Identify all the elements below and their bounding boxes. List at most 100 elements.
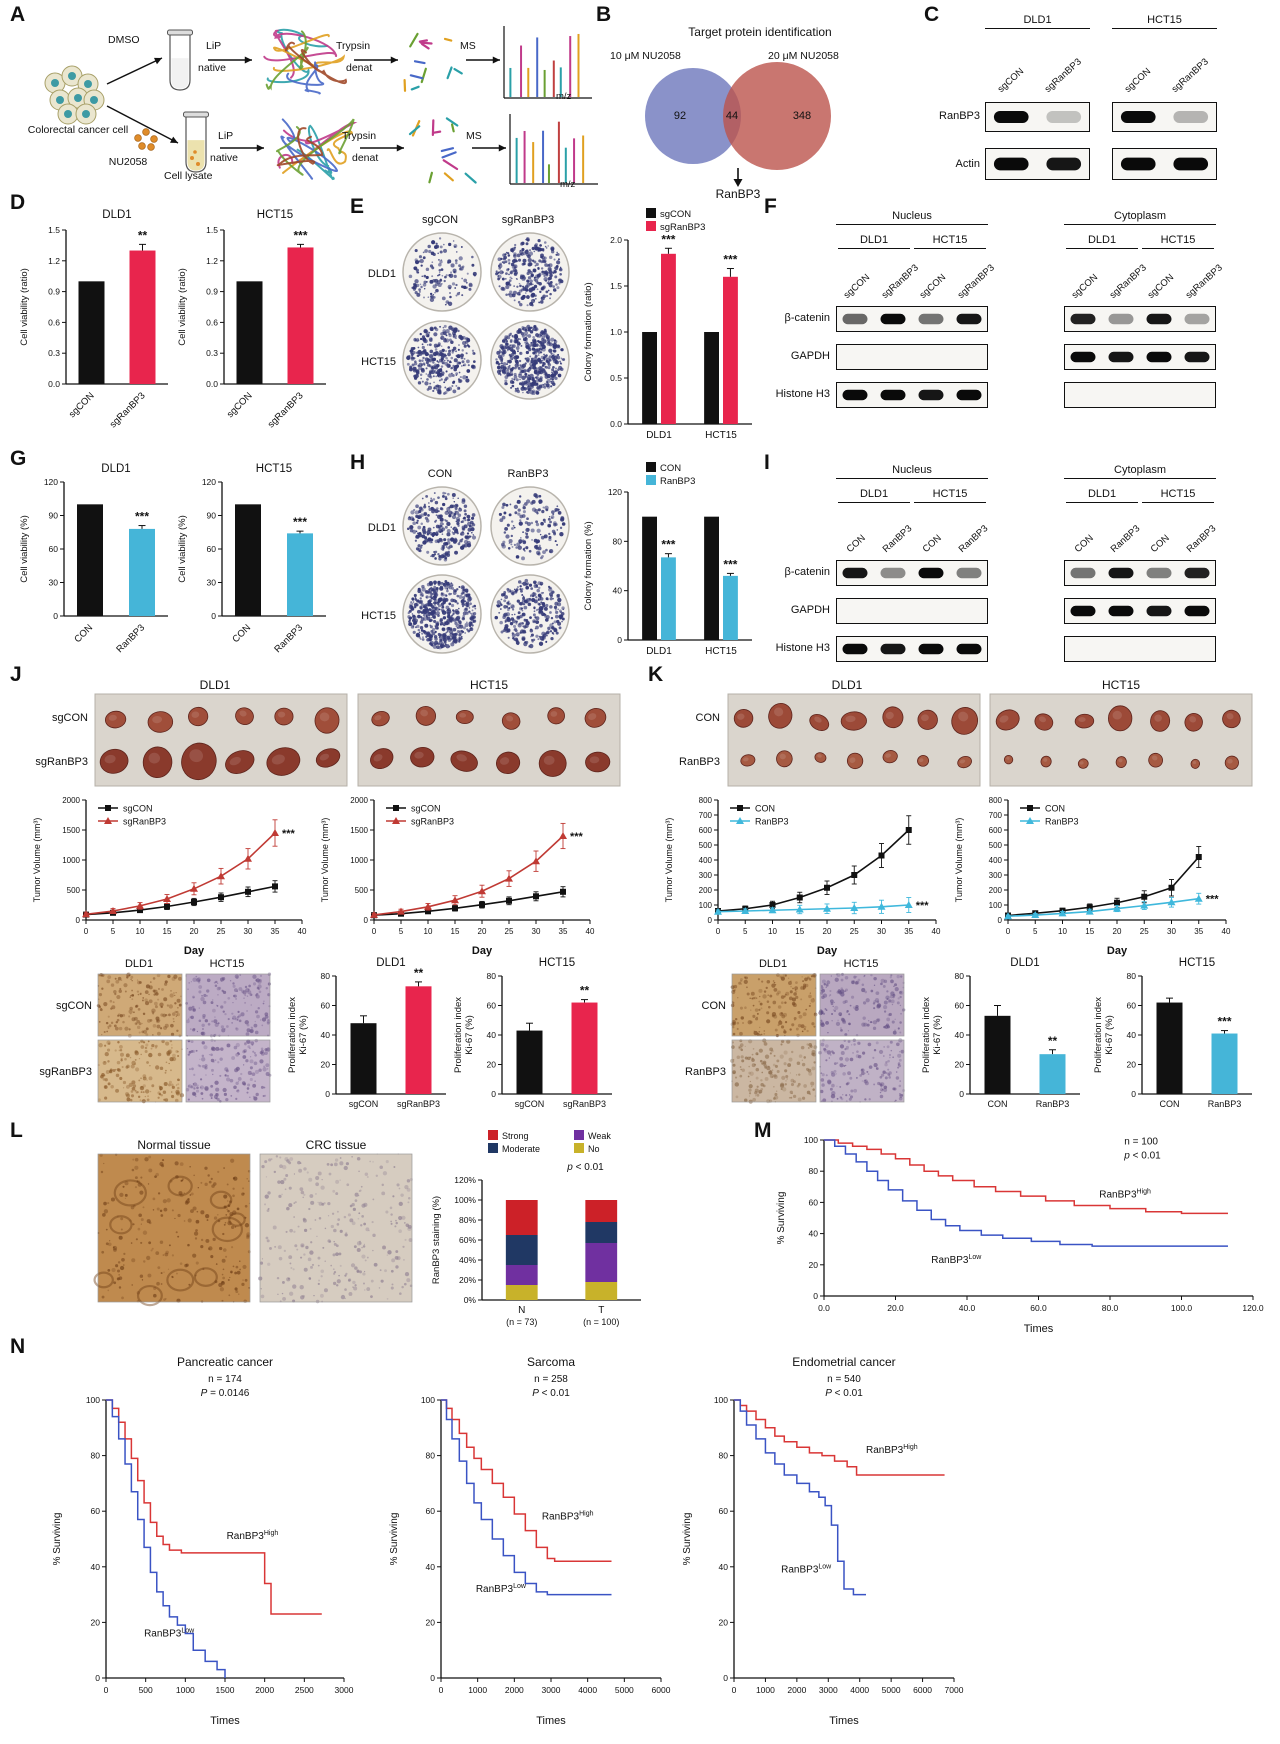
svg-text:700: 700 <box>989 811 1003 820</box>
svg-text:Cell viability (ratio): Cell viability (ratio) <box>19 268 30 346</box>
trypsin-label-bottom: Trypsin <box>342 130 377 142</box>
blot-row-actin: Actin <box>955 158 980 170</box>
svg-text:20: 20 <box>487 1060 497 1070</box>
svg-text:***: *** <box>1217 1015 1231 1029</box>
line-chart-tumor-volume-hct15: 0 500 1000 1500 2000 0 5 10 15 20 25 30 35 40 Day Tumor… <box>318 790 608 963</box>
svg-text:30: 30 <box>49 578 59 588</box>
svg-text:***: *** <box>135 510 149 524</box>
svg-text:0.9: 0.9 <box>48 287 60 297</box>
svg-text:sgCON: sgCON <box>67 390 97 420</box>
panel-l-label: L <box>10 1119 23 1142</box>
colony-row-dld1: DLD1 <box>367 522 396 534</box>
western-blot <box>836 344 988 370</box>
svg-text:RanBP3: RanBP3 <box>1208 1099 1242 1109</box>
svg-text:Proliferation index: Proliferation index <box>453 997 464 1073</box>
colony-col-sgranbp3: sgRanBP3 <box>501 214 555 226</box>
svg-text:0: 0 <box>372 927 377 936</box>
svg-text:10: 10 <box>136 927 145 936</box>
native-label-bottom: native <box>210 152 239 164</box>
svg-text:DLD1: DLD1 <box>101 463 130 475</box>
ihc-image <box>730 973 818 1038</box>
blot-f-dld1: DLD1 <box>1066 234 1138 250</box>
nu2058-label: NU2058 <box>108 156 148 168</box>
tumor-photo <box>94 693 348 787</box>
colony-plate <box>402 486 482 566</box>
svg-text:35: 35 <box>904 927 913 936</box>
svg-text:RanBP3: RanBP3 <box>114 622 147 655</box>
blot-row-gapdh: GAPDH <box>790 350 830 362</box>
svg-text:sgCON: sgCON <box>349 1099 379 1109</box>
svg-text:200: 200 <box>989 886 1003 895</box>
svg-text:40: 40 <box>487 1030 497 1040</box>
blot-i-dld1: DLD1 <box>838 488 910 504</box>
tumor-row-sgcon: sgCON <box>51 712 88 724</box>
svg-text:40: 40 <box>613 586 623 596</box>
svg-text:DLD1: DLD1 <box>1010 957 1039 969</box>
colony-plate <box>490 486 570 566</box>
svg-text:0: 0 <box>76 916 81 925</box>
svg-text:90: 90 <box>207 511 217 521</box>
km-curve-endometrial: 0 20 40 60 80 100 0 1000 2000 3000 4000 5000 6000 700… <box>678 1350 968 1735</box>
western-blot <box>836 382 988 408</box>
svg-text:2000: 2000 <box>62 796 80 805</box>
line-chart-tumor-volume-hct15: 0 100 200 300 400 500 600 700 800 0 5 10 15 20 25 30 35 4… <box>952 790 1244 963</box>
svg-text:80: 80 <box>613 536 623 546</box>
colony-plate <box>490 232 570 312</box>
ihc-header-dld1: DLD1 <box>758 958 788 970</box>
svg-text:0: 0 <box>708 916 713 925</box>
svg-text:sgRanBP3: sgRanBP3 <box>266 390 306 430</box>
svg-text:0.6: 0.6 <box>206 317 218 327</box>
svg-text:1500: 1500 <box>350 826 368 835</box>
svg-text:40: 40 <box>298 927 307 936</box>
ihc-header-dld1: DLD1 <box>124 958 154 970</box>
mz-label-bottom: m/z <box>560 179 576 190</box>
venn-right-count: 348 <box>792 110 812 122</box>
lane-label-sgcon: sgCON <box>995 65 1027 95</box>
svg-text:120: 120 <box>44 477 58 487</box>
blot-f-cytoplasm: Cytoplasm <box>1064 210 1216 226</box>
bar-chart-ki67-dld1: 0 20 40 60 80 Proliferation index Ki-67 (%) DLD… <box>920 954 1088 1121</box>
blot-row-bcatenin: β-catenin <box>784 566 830 578</box>
svg-text:0: 0 <box>211 611 216 621</box>
ihc-row-ranbp3: RanBP3 <box>685 1066 726 1078</box>
svg-text:500: 500 <box>989 841 1003 850</box>
panel-i-label: I <box>764 451 770 474</box>
svg-text:1.5: 1.5 <box>610 281 622 291</box>
panel-j-label: J <box>10 663 22 686</box>
svg-text:0.6: 0.6 <box>48 317 60 327</box>
svg-text:Day: Day <box>1107 945 1128 957</box>
svg-text:0: 0 <box>1006 927 1011 936</box>
svg-text:600: 600 <box>699 826 713 835</box>
ihc-image <box>96 972 183 1038</box>
tumor-photo <box>357 693 621 787</box>
bar-chart-colony-formation-pct: 0 40 80 120 Colony formation (%) *** DLD1 *** HC… <box>582 458 760 665</box>
svg-text:CON: CON <box>988 1099 1008 1109</box>
svg-text:30: 30 <box>244 927 253 936</box>
svg-text:0: 0 <box>325 1089 330 1099</box>
ms-label-top: MS <box>460 40 476 52</box>
lane-label-sgranbp3: sgRanBP3 <box>1042 56 1084 95</box>
venn-diagram <box>645 62 831 187</box>
colony-row-dld1: DLD1 <box>367 268 396 280</box>
blot-f-hct15: HCT15 <box>914 234 986 250</box>
svg-text:Proliferation index: Proliferation index <box>921 997 932 1073</box>
lip-label-bottom: LiP <box>218 130 234 142</box>
svg-text:sgCON: sgCON <box>123 804 153 814</box>
svg-text:***: *** <box>723 253 737 267</box>
svg-text:***: *** <box>570 831 584 843</box>
svg-text:Cell viability (%): Cell viability (%) <box>19 515 30 583</box>
svg-text:sgCON: sgCON <box>225 390 255 420</box>
svg-text:HCT15: HCT15 <box>256 463 292 475</box>
blot-c-header-dld1: DLD1 <box>985 14 1090 30</box>
svg-text:40: 40 <box>1222 927 1231 936</box>
panel-e-label: E <box>350 195 365 218</box>
svg-text:***: *** <box>661 232 675 246</box>
svg-text:DLD1: DLD1 <box>646 646 672 657</box>
svg-text:60: 60 <box>487 1001 497 1011</box>
svg-text:0: 0 <box>716 927 721 936</box>
lane-label-ranbp3: RanBP3 <box>1184 523 1219 555</box>
svg-text:0.0: 0.0 <box>206 379 218 389</box>
svg-text:30: 30 <box>532 927 541 936</box>
svg-text:**: ** <box>414 966 424 980</box>
western-blot <box>1064 598 1216 624</box>
